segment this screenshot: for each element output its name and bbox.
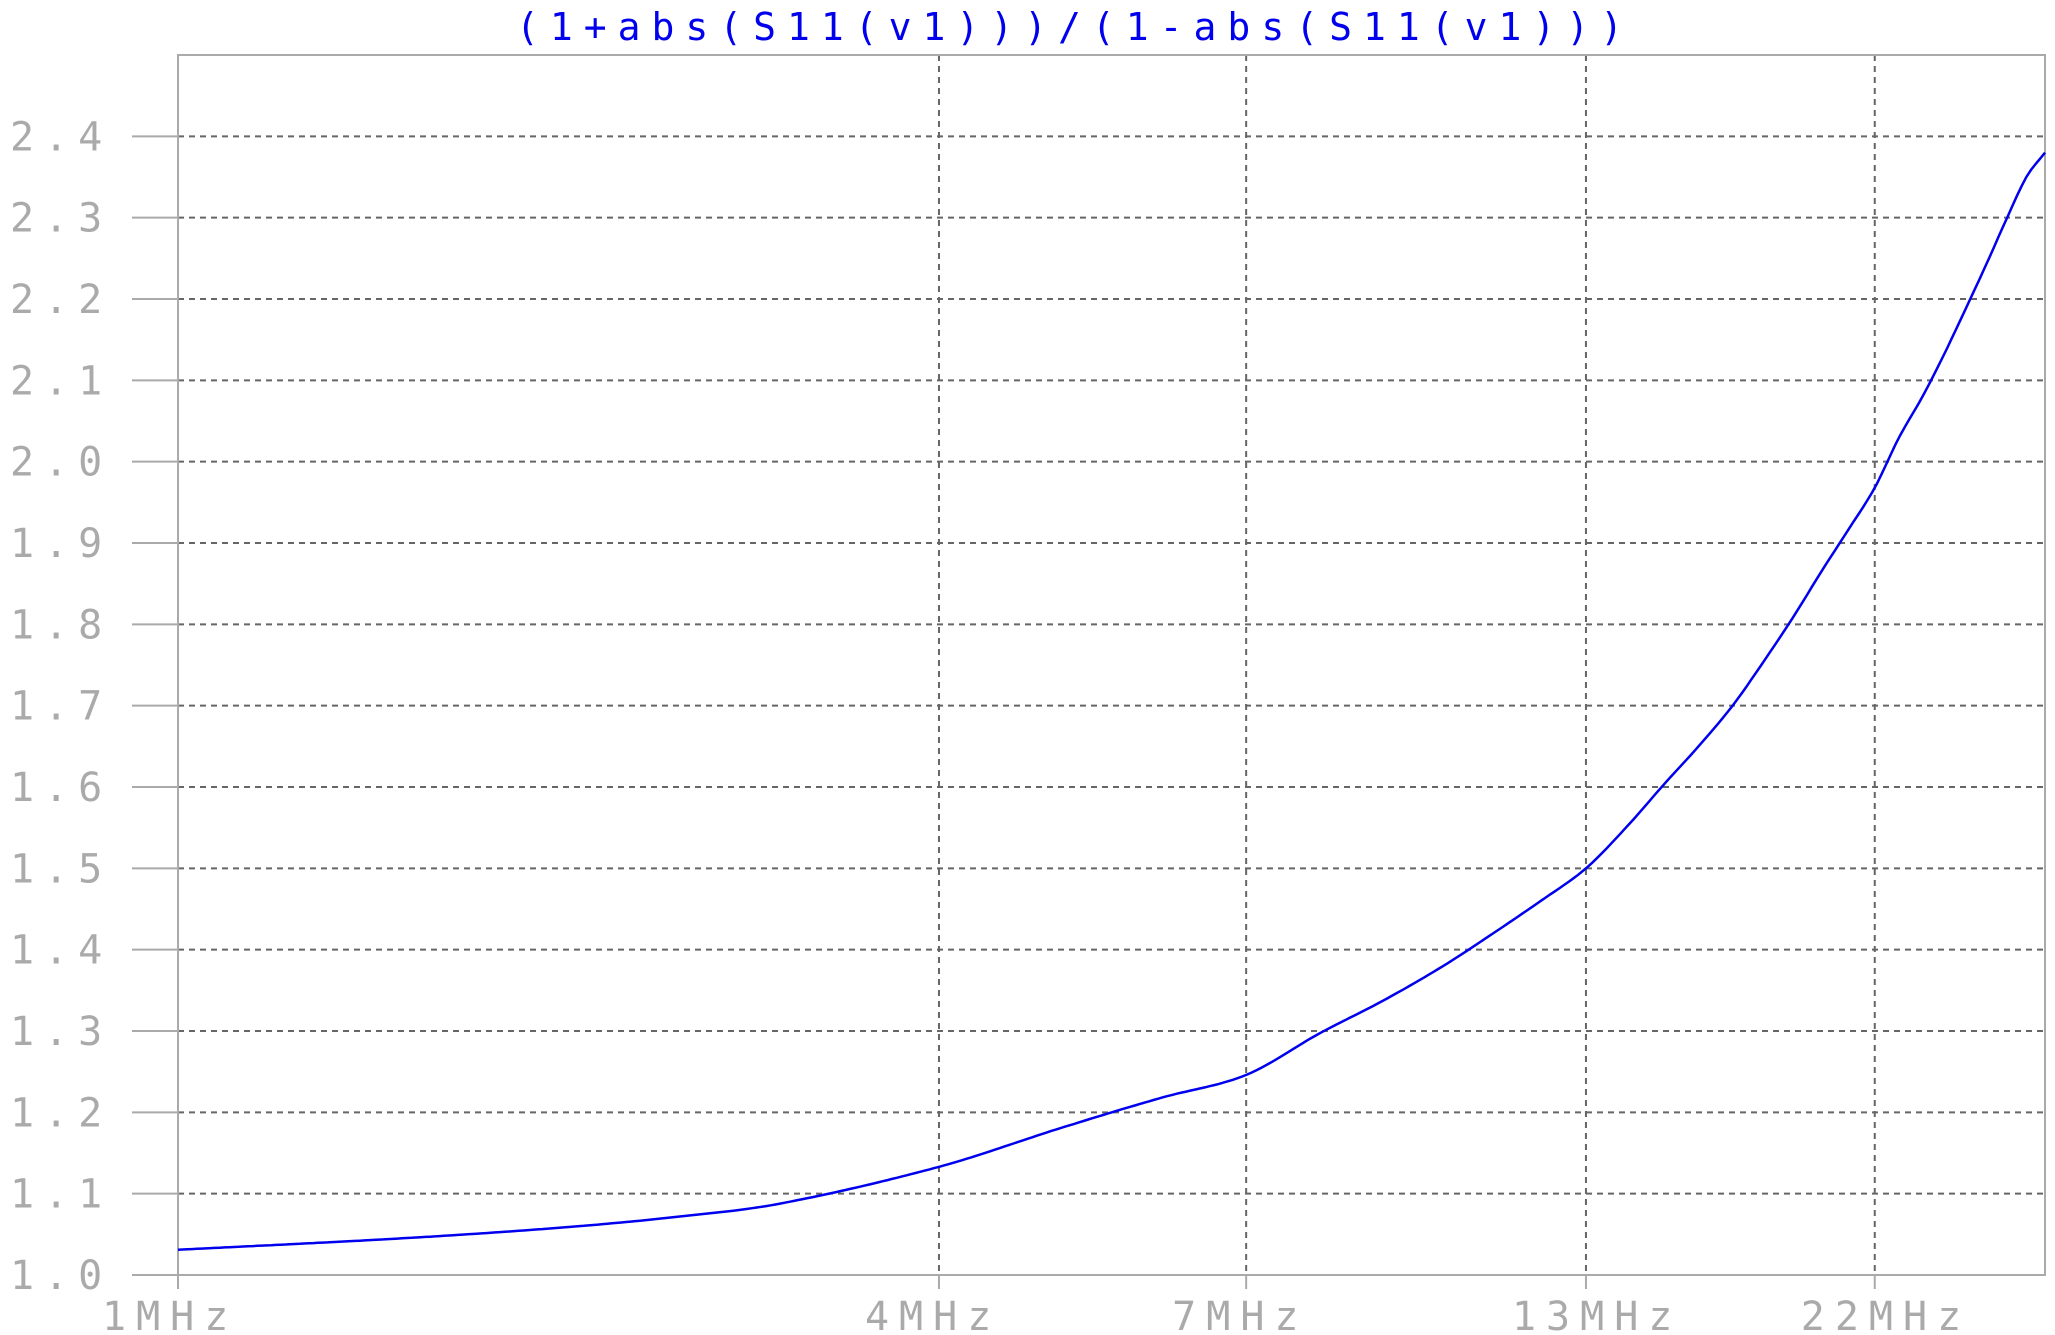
x-tick-label: 13MHz: [1512, 1294, 1682, 1335]
y-tick-label: 1.6: [10, 765, 112, 811]
y-tick-label: 1.5: [10, 846, 112, 892]
y-tick-label: 2.2: [10, 277, 112, 323]
y-tick-label: 2.1: [10, 358, 112, 404]
y-tick-label: 1.2: [10, 1090, 112, 1136]
x-tick-label: 1MHz: [102, 1294, 238, 1335]
y-tick-label: 1.0: [10, 1253, 112, 1299]
series-layer: [177, 151, 2046, 1252]
y-tick-label: 2.4: [10, 114, 112, 160]
axis-layer: [132, 54, 2046, 1289]
label-layer: 1.0 1.1 1.2 1.3 1.4 1.5 1.6 1.7 1.8 1.9 2.0 2.1 2.2 2…: [10, 114, 1971, 1335]
chart-title: (1+abs(S11(v1)))/(1-abs(S11(v1))): [516, 5, 1634, 49]
x-tick-label: 22MHz: [1801, 1294, 1971, 1335]
series-line: [177, 151, 2046, 1252]
y-tick-label: 1.7: [10, 684, 112, 730]
y-tick-label: 1.4: [10, 928, 112, 974]
plot-frame: [177, 54, 2046, 1276]
y-tick-label: 1.3: [10, 1009, 112, 1055]
x-tick-label: 4MHz: [865, 1294, 1001, 1335]
x-tick-label: 7MHz: [1172, 1294, 1308, 1335]
y-tick-label: 2.0: [10, 440, 112, 486]
y-tick-label: 2.3: [10, 196, 112, 242]
y-tick-label: 1.8: [10, 602, 112, 648]
y-tick-label: 1.9: [10, 521, 112, 567]
y-tick-label: 1.1: [10, 1172, 112, 1218]
